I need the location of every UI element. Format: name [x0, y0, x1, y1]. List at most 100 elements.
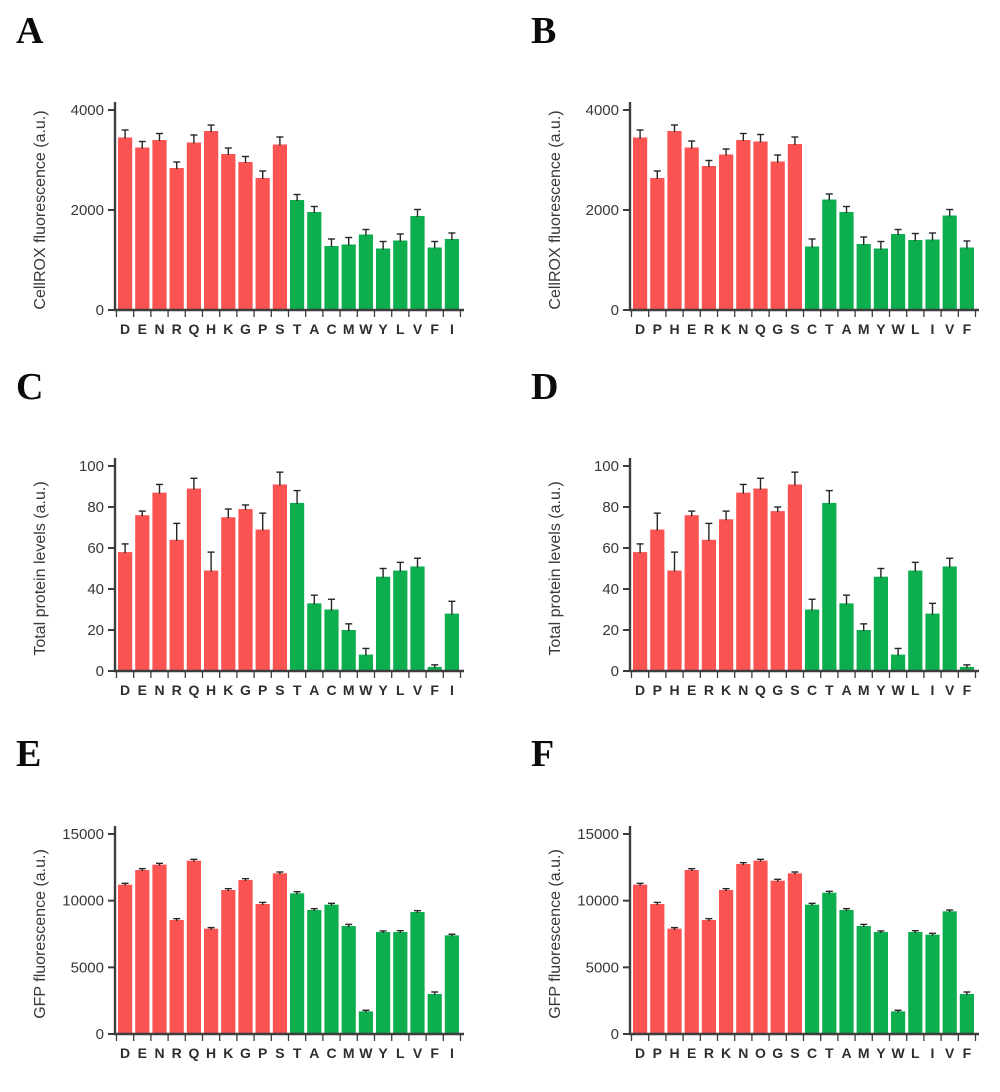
x-tick-label: Y [876, 1045, 886, 1061]
bar-d [633, 884, 648, 1034]
bar-r [701, 166, 716, 310]
y-tick-label: 0 [611, 302, 619, 319]
bar-y [376, 248, 391, 310]
bar-m [341, 926, 356, 1034]
x-tick-label: W [891, 1045, 905, 1061]
bar-e [135, 515, 150, 671]
bar-o [753, 860, 768, 1034]
x-tick-label: R [704, 1045, 714, 1061]
bar-k [719, 154, 734, 310]
x-tick-label: D [120, 682, 130, 698]
x-tick-label: V [413, 682, 423, 698]
x-tick-label: T [293, 321, 302, 337]
bar-h [204, 570, 219, 671]
bar-r [169, 168, 184, 310]
bar-n [736, 140, 751, 310]
bar-s [787, 144, 802, 310]
bar-p [255, 529, 270, 671]
bar-m [856, 630, 871, 671]
x-tick-label: Y [876, 321, 886, 337]
x-tick-label: Q [188, 1045, 199, 1061]
x-tick-label: C [326, 321, 336, 337]
panel-c: D E N R Q H K G P S T A C M W Y L V F I 0 20 40 60 80 100 Total pr… [0, 364, 500, 728]
y-tick-label: 15000 [577, 826, 619, 843]
bar-chart-gfp-e: D E N R Q H K G P S T A C M W Y L V F I 0 5000 10000 15000 GFP f… [32, 826, 464, 1061]
bar-w [358, 654, 373, 671]
x-tick-label: L [911, 682, 920, 698]
x-tick-label: M [858, 1045, 870, 1061]
bar-q [186, 142, 201, 310]
bar-p [650, 178, 665, 310]
y-axis-title: Total protein levels (a.u.) [547, 481, 564, 655]
x-tick-label: E [687, 682, 696, 698]
y-tick-label: 40 [87, 581, 104, 598]
x-tick-label: P [653, 682, 662, 698]
x-tick-label: S [790, 321, 799, 337]
bar-v [410, 216, 425, 310]
bar-d [633, 552, 648, 671]
x-tick-label: Y [378, 321, 388, 337]
x-tick-label: G [772, 682, 783, 698]
x-tick-label: L [911, 1045, 920, 1061]
bar-p [255, 904, 270, 1034]
bar-l [393, 932, 408, 1034]
x-tick-label: I [450, 1045, 454, 1061]
panel-d: D P H E R K N Q G S C T A M Y W L I V F 0 20 40 60 80 100 Total pr… [500, 364, 1000, 728]
x-tick-label: S [275, 321, 284, 337]
bar-f [959, 666, 974, 671]
bar-n [152, 140, 167, 310]
x-tick-label: P [653, 321, 662, 337]
x-tick-label: F [963, 321, 972, 337]
bar-d [118, 137, 133, 310]
bar-g [238, 162, 253, 310]
bar-f [959, 247, 974, 310]
bar-t [290, 502, 305, 671]
x-tick-label: T [825, 321, 834, 337]
y-tick-label: 80 [87, 499, 104, 516]
y-tick-label: 100 [594, 458, 619, 475]
bar-a [839, 910, 854, 1034]
bar-s [787, 873, 802, 1034]
bar-q [186, 860, 201, 1034]
y-axis-title: GFP fluorescence (a.u.) [32, 849, 49, 1019]
y-axis-title: CellROX fluorescence (a.u.) [32, 110, 49, 309]
bar-d [118, 884, 133, 1034]
x-tick-label: T [825, 682, 834, 698]
x-tick-label: N [154, 682, 164, 698]
x-tick-label: V [945, 321, 955, 337]
bar-v [942, 566, 957, 671]
x-tick-label: M [343, 321, 355, 337]
x-tick-label: H [206, 1045, 216, 1061]
x-tick-label: L [911, 321, 920, 337]
x-tick-label: S [275, 682, 284, 698]
x-tick-label: P [258, 1045, 267, 1061]
bar-c [324, 609, 339, 671]
x-tick-label: C [326, 682, 336, 698]
bar-c [324, 246, 339, 310]
x-tick-label: R [172, 682, 182, 698]
bar-f [427, 994, 442, 1034]
x-tick-label: L [396, 1045, 405, 1061]
bar-g [238, 880, 253, 1034]
bar-a [839, 603, 854, 671]
bar-d [118, 552, 133, 671]
bar-q [753, 141, 768, 310]
x-tick-label: W [891, 682, 905, 698]
x-tick-label: I [931, 321, 935, 337]
x-tick-label: V [945, 682, 955, 698]
x-tick-label: N [154, 1045, 164, 1061]
bar-k [719, 519, 734, 671]
bar-y [376, 932, 391, 1034]
x-tick-label: V [945, 1045, 955, 1061]
x-tick-label: R [172, 321, 182, 337]
x-tick-label: K [721, 1045, 731, 1061]
x-tick-label: K [721, 682, 731, 698]
bar-c [805, 904, 820, 1034]
x-tick-label: N [738, 682, 748, 698]
bar-y [873, 932, 888, 1034]
bar-i [444, 239, 459, 310]
bar-v [942, 911, 957, 1034]
x-tick-label: R [704, 321, 714, 337]
x-tick-label: A [309, 321, 319, 337]
x-tick-label: Y [876, 682, 886, 698]
